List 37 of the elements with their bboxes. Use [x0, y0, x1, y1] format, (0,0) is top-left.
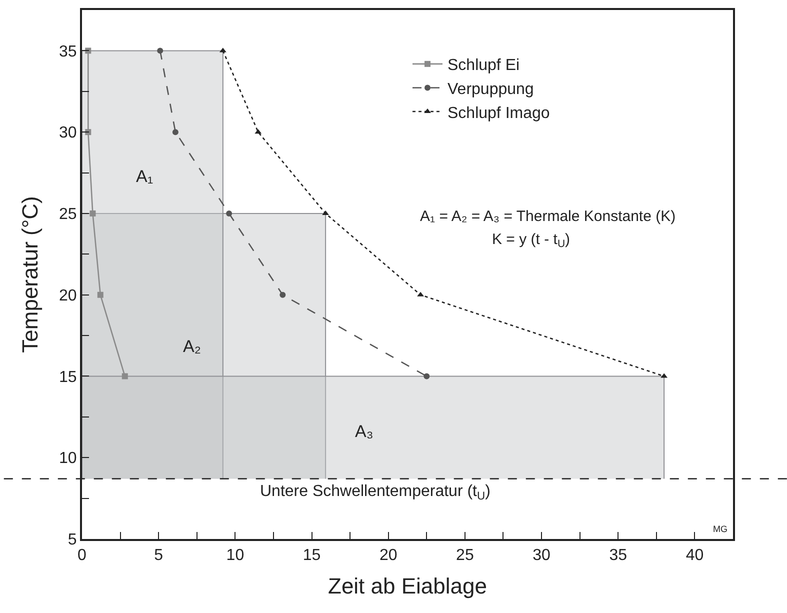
y-tick-label: 15	[59, 368, 77, 386]
ref-line-label: Untere Schwellentemperatur (t$_{U}$)	[260, 483, 490, 502]
point	[424, 373, 430, 380]
point	[122, 373, 128, 380]
x-tick-label: 5	[154, 547, 164, 564]
point	[97, 292, 104, 298]
legend-label: Schlupf Imago	[448, 104, 550, 122]
legend-label: Verpuppung	[448, 80, 534, 98]
x-axis-title: Zeit ab Eiablage	[328, 574, 487, 599]
annotation: K = y (t - t$_{U}$)	[492, 231, 570, 250]
x-tick-label: 35	[609, 547, 628, 564]
annotation: A₂	[183, 337, 201, 356]
y-tick-label: 5	[68, 532, 77, 549]
y-axis-title: Temperatur (°C)	[17, 196, 42, 353]
annotation: A₁	[136, 167, 154, 186]
point	[417, 292, 424, 296]
point	[280, 292, 286, 298]
x-tick-label: 40	[686, 547, 704, 564]
point	[226, 210, 232, 216]
point	[157, 48, 164, 54]
point	[172, 129, 178, 136]
legend-label: Schlupf Ei	[448, 57, 520, 74]
annotation: A₃	[355, 422, 374, 441]
y-tick-label: 25	[59, 206, 77, 224]
x-tick-label: 20	[379, 547, 398, 564]
annotation: MG	[713, 524, 728, 534]
annotation: A₁ = A₂ = A₃ = Thermale Konstante (K)	[420, 208, 676, 225]
y-tick-label: 10	[59, 450, 77, 468]
point	[90, 210, 96, 216]
x-tick-label: 0	[78, 547, 87, 564]
y-tick-label: 20	[59, 287, 77, 304]
y-tick-label: 30	[59, 124, 77, 142]
y-tick-label: 35	[59, 43, 77, 60]
x-tick-label: 15	[302, 547, 321, 564]
x-tick-label: 25	[456, 547, 474, 564]
x-tick-label: 10	[226, 547, 244, 564]
x-tick-label: 30	[532, 547, 551, 564]
